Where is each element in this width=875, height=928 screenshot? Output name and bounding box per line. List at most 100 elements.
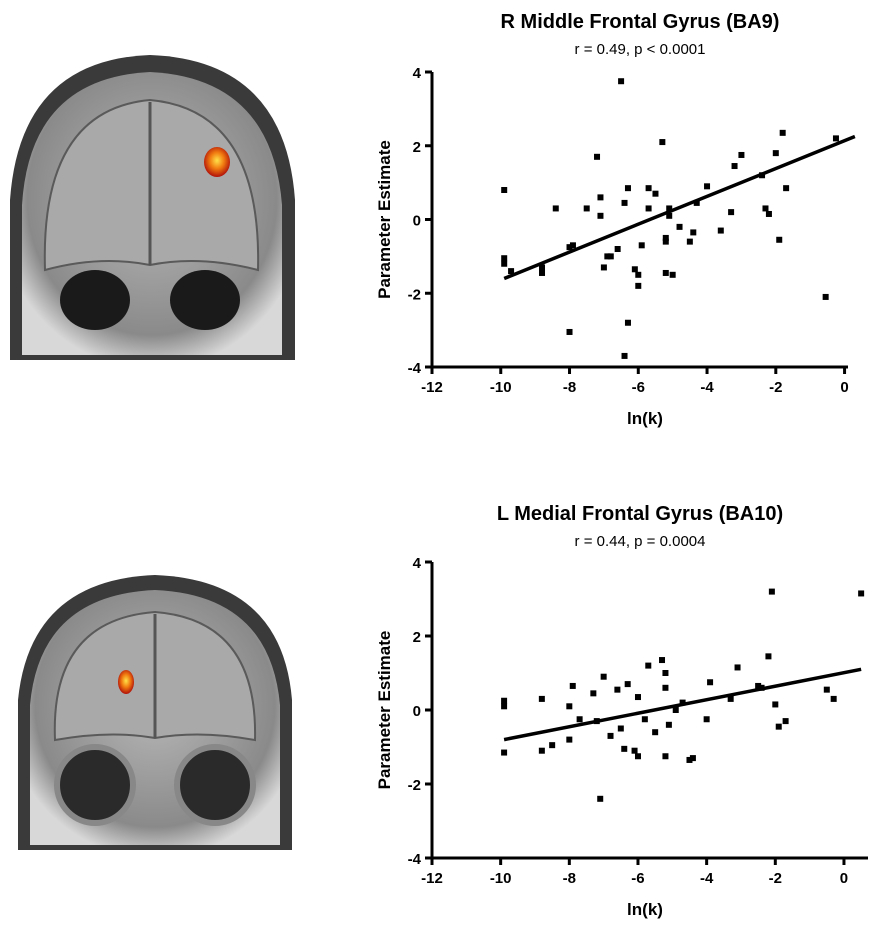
y-tick-label: 4: [413, 555, 422, 572]
point: [642, 716, 648, 722]
point: [597, 213, 603, 219]
point: [618, 726, 624, 732]
point: [759, 685, 765, 691]
point: [625, 320, 631, 326]
point: [635, 694, 641, 700]
y-tick-label: -4: [408, 851, 422, 868]
point: [608, 253, 614, 259]
point: [776, 237, 782, 243]
chart-subtitle: r = 0.49, p < 0.0001: [575, 41, 706, 58]
point: [584, 205, 590, 211]
point: [662, 685, 668, 691]
point: [769, 589, 775, 595]
point: [718, 228, 724, 234]
point: [615, 246, 621, 252]
point: [663, 270, 669, 276]
point: [539, 264, 545, 270]
chart-title: L Medial Frontal Gyrus (BA10): [497, 503, 783, 525]
point: [780, 130, 786, 136]
point: [680, 700, 686, 706]
point: [501, 703, 507, 709]
point: [677, 224, 683, 230]
point: [704, 183, 710, 189]
point: [776, 724, 782, 730]
point: [539, 696, 545, 702]
x-axis-label: ln(k): [627, 409, 663, 428]
point: [773, 150, 779, 156]
point: [833, 135, 839, 141]
point: [666, 722, 672, 728]
point: [645, 663, 651, 669]
figure: R Middle Frontal Gyrus (BA9)r = 0.49, p …: [0, 0, 875, 923]
x-tick-label: -2: [769, 870, 782, 887]
point: [652, 191, 658, 197]
y-axis-label: Parameter Estimate: [375, 631, 394, 790]
point: [590, 690, 596, 696]
y-tick-label: 0: [413, 213, 421, 230]
point: [824, 687, 830, 693]
point: [570, 242, 576, 248]
point: [622, 353, 628, 359]
point: [621, 746, 627, 752]
x-tick-label: -2: [769, 379, 782, 396]
point: [663, 235, 669, 241]
point: [662, 670, 668, 676]
x-tick-label: -6: [631, 870, 644, 887]
x-axis-label: ln(k): [627, 900, 663, 919]
point: [707, 679, 713, 685]
point: [501, 255, 507, 261]
point: [646, 185, 652, 191]
y-tick-label: -2: [408, 286, 421, 303]
point: [694, 200, 700, 206]
point: [823, 294, 829, 300]
point: [766, 211, 772, 217]
x-tick-label: -12: [421, 870, 443, 887]
point: [601, 264, 607, 270]
point: [762, 205, 768, 211]
x-tick-label: -10: [490, 379, 512, 396]
y-tick-label: -4: [408, 360, 422, 377]
point: [618, 78, 624, 84]
y-axis-label: Parameter Estimate: [375, 140, 394, 299]
point: [501, 750, 507, 756]
point: [635, 753, 641, 759]
chart-subtitle: r = 0.44, p = 0.0004: [575, 533, 706, 550]
x-tick-label: 0: [840, 870, 848, 887]
point: [635, 272, 641, 278]
point: [625, 681, 631, 687]
point: [501, 261, 507, 267]
point: [735, 664, 741, 670]
point: [614, 687, 620, 693]
point: [608, 733, 614, 739]
point: [732, 163, 738, 169]
point: [728, 209, 734, 215]
point: [501, 187, 507, 193]
point: [594, 718, 600, 724]
brain-image-bottom: [18, 575, 292, 850]
y-tick-label: 4: [413, 65, 422, 82]
point: [622, 200, 628, 206]
point: [738, 152, 744, 158]
point: [553, 205, 559, 211]
point: [662, 753, 668, 759]
point: [549, 742, 555, 748]
x-tick-label: -4: [700, 870, 714, 887]
point: [666, 205, 672, 211]
point: [566, 703, 572, 709]
point: [783, 185, 789, 191]
point: [570, 683, 576, 689]
point: [666, 213, 672, 219]
page: {"chart_data": [ {"type": "scatter", "ti…: [0, 0, 875, 923]
point: [632, 748, 638, 754]
point: [652, 729, 658, 735]
y-tick-label: 2: [413, 629, 421, 646]
point: [670, 272, 676, 278]
point: [577, 716, 583, 722]
brain-image-top: [10, 55, 295, 360]
point: [508, 268, 514, 274]
y-tick-label: 0: [413, 703, 421, 720]
x-tick-label: -10: [490, 870, 512, 887]
point: [687, 239, 693, 245]
x-tick-label: 0: [840, 379, 848, 396]
point: [704, 716, 710, 722]
